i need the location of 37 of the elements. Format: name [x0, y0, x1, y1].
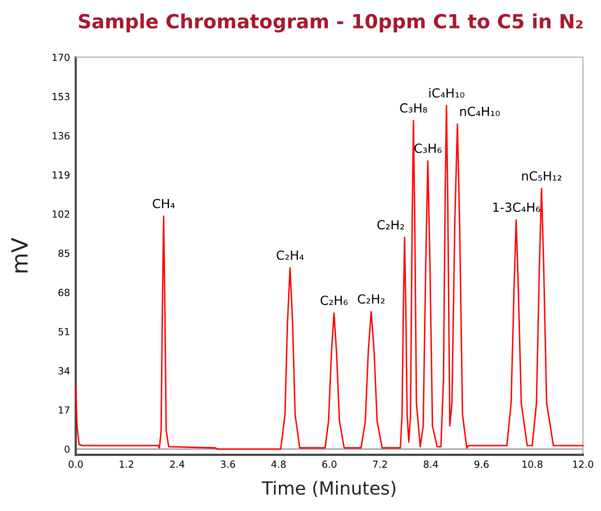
annotation: C₂H₆	[320, 296, 348, 306]
y-tick-label: 119	[52, 171, 70, 179]
annotation: C₂H₂	[358, 294, 384, 304]
x-tick-label: 0.0	[68, 460, 83, 468]
y-tick-label: 153	[52, 92, 70, 100]
chart-title: Sample Chromatogram - 10ppm C1 to C5 in N₂	[78, 14, 582, 32]
line-series	[75, 104, 584, 450]
y-tick-label: 85	[58, 250, 70, 257]
x-tick-label: 12.0	[573, 460, 594, 468]
y-tick-label: 51	[58, 328, 70, 336]
x-axis-title: Time (Minutes)	[262, 480, 396, 497]
y-axis-title: mV	[11, 238, 28, 272]
annotation: 1-3C₄H₆	[493, 202, 540, 212]
annotation: nC₄H₁₀	[460, 106, 500, 116]
annotation: C₂H₂	[377, 220, 404, 230]
x-tick-label: 2.4	[170, 460, 184, 468]
annotation: nC₅H₁₂	[522, 171, 562, 181]
y-tick-label: 17	[58, 406, 70, 414]
y-tick-label: 170	[52, 54, 70, 62]
y-tick-label: 136	[52, 132, 70, 140]
y-tick-label: 102	[52, 210, 70, 218]
y-tick-label: 0	[64, 446, 70, 453]
x-tick-label: 8.4	[424, 460, 438, 468]
x-tick-label: 9.6	[474, 460, 489, 468]
x-tick-label: 6.0	[322, 460, 336, 468]
annotation: C₃H₈	[400, 103, 428, 113]
annotation: iC₄H₁₀	[429, 88, 464, 98]
annotation: C₂H₄	[276, 250, 304, 260]
y-tick-label: 68	[58, 288, 70, 296]
x-tick-label: 7.2	[373, 460, 387, 468]
x-tick-label: 4.8	[271, 460, 286, 468]
x-tick-label: 3.6	[220, 460, 236, 468]
y-tick-label: 34	[58, 367, 70, 374]
annotation: C₃H₆	[414, 144, 442, 153]
x-tick-label: 10.8	[522, 460, 542, 468]
x-tick-label: 1.2	[120, 460, 134, 468]
annotation: CH₄	[152, 198, 175, 208]
